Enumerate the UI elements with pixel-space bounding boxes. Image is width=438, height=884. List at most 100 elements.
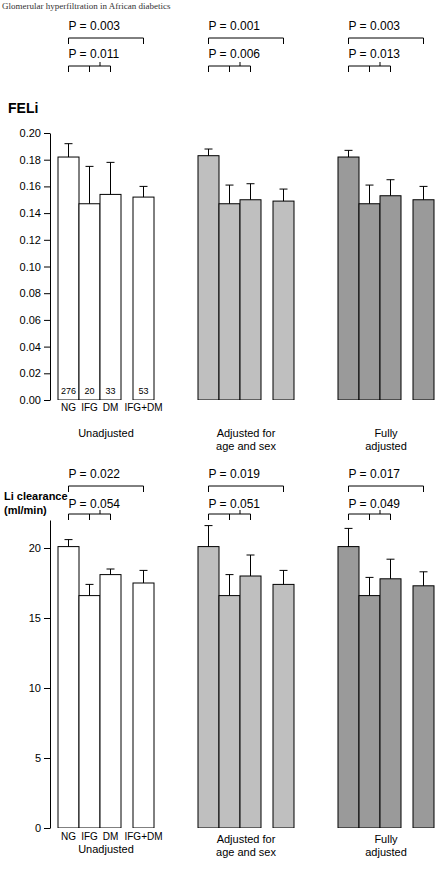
group-label: Fullyadjusted: [365, 427, 407, 452]
p-value: P = 0.054: [69, 497, 121, 511]
bracket: [209, 38, 284, 44]
y-tick-label: 15: [29, 612, 41, 624]
error-bar: [65, 144, 73, 157]
bracket: [349, 510, 391, 520]
y-tick-label: 0.16: [20, 180, 41, 192]
category-label: DM: [103, 831, 119, 842]
y-tick-label: 0.10: [20, 261, 41, 273]
bar: [240, 576, 261, 828]
y-tick-mark: [44, 160, 50, 161]
group-label-line: Unadjusted: [78, 427, 134, 439]
count-label: 53: [138, 386, 148, 396]
bar: [338, 547, 359, 828]
bar: [273, 201, 294, 400]
y-axis-label: (ml/min): [4, 504, 47, 516]
error-bar: [205, 149, 213, 156]
y-tick: 0.02: [20, 367, 50, 379]
count-label: 276: [61, 386, 76, 396]
bar: [240, 200, 261, 400]
y-tick: 0.18: [20, 154, 50, 166]
y-axis-label: FELi: [8, 100, 38, 116]
p-value: P = 0.011: [69, 47, 120, 61]
bar: [198, 156, 219, 400]
group-label-line: Adjusted for: [217, 833, 276, 845]
group-label: Adjusted forage and sex: [216, 833, 276, 858]
y-tick: 0.16: [20, 180, 50, 192]
group-label-line: adjusted: [365, 440, 407, 452]
y-tick-label: 0.08: [20, 287, 41, 299]
y-tick-label: 5: [35, 752, 41, 764]
bar: [58, 157, 79, 400]
y-tick-mark: [44, 688, 50, 689]
bar: [100, 194, 121, 400]
error-bar: [247, 555, 255, 576]
y-tick-mark: [44, 240, 50, 241]
bracket: [69, 62, 111, 72]
group-label: Unadjusted: [78, 427, 134, 439]
error-bar: [387, 180, 395, 196]
group-label-line: age and sex: [216, 846, 276, 858]
p-value: P = 0.022: [69, 467, 121, 481]
category-label: IFG: [81, 831, 98, 842]
plot-area: [58, 526, 434, 828]
y-tick-label: 0.14: [20, 207, 41, 219]
y-tick-label: 0.02: [20, 367, 41, 379]
y-tick-label: 10: [29, 682, 41, 694]
bar: [413, 586, 434, 828]
error-bar: [247, 184, 255, 200]
p-value: P = 0.001: [209, 19, 261, 33]
bracket: [349, 62, 391, 72]
y-tick-label: 0.00: [20, 394, 41, 406]
y-tick-label: 0.12: [20, 234, 41, 246]
category-label: NG: [61, 402, 76, 413]
error-bar: [226, 575, 234, 596]
y-tick-mark: [44, 758, 50, 759]
bracket: [349, 38, 424, 44]
p-value: P = 0.003: [69, 19, 121, 33]
category-label: IFG+DM: [124, 402, 162, 413]
bracket: [209, 62, 251, 72]
p-value: P = 0.006: [209, 47, 261, 61]
p-value: P = 0.019: [209, 467, 261, 481]
y-tick: 0.00: [20, 394, 50, 406]
y-tick-mark: [44, 186, 50, 187]
category-label: IFG: [81, 402, 98, 413]
bar: [380, 196, 401, 400]
y-tick: 0.04: [20, 341, 50, 353]
p-value: P = 0.013: [349, 47, 401, 61]
group-label-line: Adjusted for: [217, 427, 276, 439]
category-label: DM: [103, 402, 119, 413]
bar: [338, 157, 359, 400]
y-tick-mark: [44, 133, 50, 134]
y-tick: 0.06: [20, 314, 50, 326]
bracket: [69, 510, 111, 520]
group-label-line: Unadjusted: [78, 843, 134, 855]
bracket: [349, 486, 424, 492]
bar: [380, 579, 401, 828]
count-label: 20: [84, 386, 94, 396]
y-tick-mark: [44, 618, 50, 619]
bracket: [69, 486, 144, 492]
y-tick-mark: [44, 548, 50, 549]
error-bar: [420, 186, 428, 199]
y-axis: 05101520: [29, 521, 51, 835]
y-tick: 15: [29, 612, 50, 624]
error-bar: [65, 540, 73, 547]
y-axis-label: Li clearance: [4, 490, 68, 502]
bar: [79, 596, 100, 828]
y-tick-mark: [44, 267, 50, 268]
error-bar: [140, 186, 148, 197]
bracket: [69, 38, 144, 44]
error-bar: [86, 584, 94, 595]
bar: [79, 204, 100, 400]
bar: [273, 584, 294, 828]
error-bar: [366, 185, 374, 204]
y-tick-mark: [44, 213, 50, 214]
error-bar: [226, 185, 234, 204]
error-bar: [280, 570, 288, 584]
bracket: [209, 486, 284, 492]
error-bar: [86, 166, 94, 203]
y-tick-label: 0.18: [20, 154, 41, 166]
count-label: 33: [105, 386, 115, 396]
y-tick: 0.10: [20, 261, 50, 273]
